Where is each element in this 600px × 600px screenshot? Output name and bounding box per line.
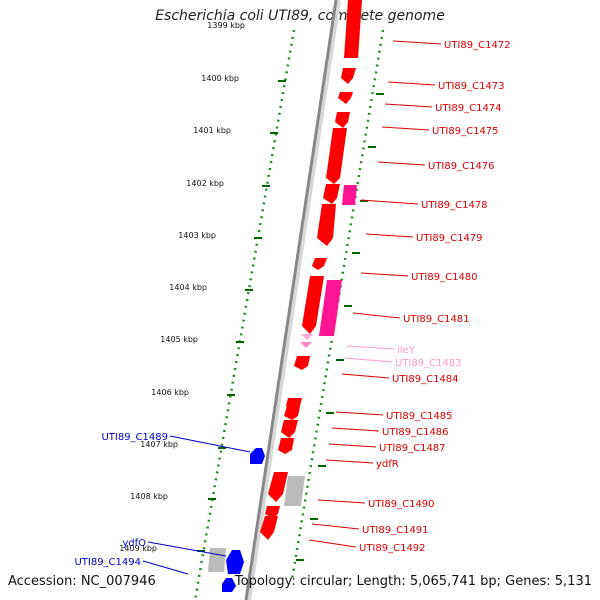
gene-label[interactable]: UTI89_C1492 bbox=[359, 543, 426, 554]
left-gene-labels: UTI89_C1489 ydfO UTI89_C1494 bbox=[74, 432, 251, 575]
leader-line bbox=[147, 541, 227, 557]
gene-label[interactable]: UTI89_C1481 bbox=[403, 314, 470, 325]
gene-label[interactable]: ydfR bbox=[376, 459, 399, 470]
gene-label[interactable]: UTI89_C1485 bbox=[386, 411, 453, 422]
pseudo-gene-1[interactable] bbox=[284, 476, 305, 506]
gene-label[interactable]: UTI89_C1486 bbox=[382, 427, 449, 438]
leader-line bbox=[308, 539, 357, 548]
tick-line-inner bbox=[193, 29, 296, 600]
leader-line bbox=[360, 272, 409, 277]
leader-line bbox=[344, 357, 393, 363]
gene-ydfO[interactable] bbox=[226, 550, 244, 574]
gene-label[interactable]: ydfO bbox=[122, 538, 146, 549]
accession-text: Accession: NC_007946 bbox=[8, 574, 156, 589]
gene-c1484[interactable] bbox=[294, 356, 310, 370]
gene-c1483[interactable] bbox=[300, 342, 312, 348]
tick-label: 1402 kbp bbox=[186, 179, 224, 188]
leader-line bbox=[169, 435, 251, 453]
leader-line bbox=[142, 560, 189, 575]
gene-c1474[interactable] bbox=[338, 92, 353, 104]
gene-c1475[interactable] bbox=[335, 112, 350, 128]
tick-label: 1401 kbp bbox=[193, 126, 231, 135]
tick-label: 1406 kbp bbox=[151, 388, 189, 397]
forward-genes bbox=[260, 0, 362, 540]
tick-label: 1400 kbp bbox=[201, 74, 239, 83]
leader-line bbox=[352, 312, 401, 319]
gene-label[interactable]: UTI89_C1476 bbox=[428, 161, 495, 172]
gene-c1476[interactable] bbox=[326, 128, 347, 184]
gene-label[interactable]: UTI89_C1480 bbox=[411, 272, 478, 283]
leader-line bbox=[325, 459, 374, 464]
gene-label[interactable]: UTI89_C1474 bbox=[435, 103, 502, 114]
gene-c1481b[interactable] bbox=[319, 280, 342, 336]
tick-label: 1407 kbp bbox=[140, 440, 178, 449]
gene-c1490[interactable] bbox=[268, 472, 288, 502]
leader-line bbox=[377, 161, 426, 166]
gene-ileY[interactable] bbox=[301, 334, 313, 340]
gene-label[interactable]: UTI89_C1484 bbox=[392, 374, 459, 385]
gene-c1478[interactable] bbox=[323, 184, 340, 204]
leader-line bbox=[387, 81, 436, 86]
leader-line bbox=[335, 411, 384, 416]
gene-label[interactable]: ileY bbox=[397, 345, 416, 356]
gene-c1478b[interactable] bbox=[342, 185, 357, 205]
gene-label[interactable]: UTI89_C1478 bbox=[421, 200, 488, 211]
gene-label[interactable]: UTI89_C1479 bbox=[416, 233, 483, 244]
kbp-ticks: 1399 kbp 1400 kbp 1401 kbp 1402 kbp 1403 kbp… bbox=[119, 21, 384, 561]
tick-label: 1404 kbp bbox=[169, 283, 207, 292]
gene-c1492[interactable] bbox=[260, 516, 278, 540]
tick-label: 1399 kbp bbox=[207, 21, 245, 30]
gene-c1486[interactable] bbox=[284, 406, 300, 420]
gene-label[interactable]: UTI89_C1473 bbox=[438, 81, 505, 92]
leader-line bbox=[328, 443, 377, 448]
tick-line-outer bbox=[290, 29, 385, 581]
gene-label[interactable]: UTI89_C1491 bbox=[362, 525, 429, 536]
leader-line bbox=[317, 499, 366, 504]
pseudo-gene-2[interactable] bbox=[208, 548, 226, 572]
map-title: Escherichia coli UTI89, complete genome bbox=[155, 8, 445, 24]
leader-line bbox=[381, 126, 430, 131]
gene-c1479[interactable] bbox=[317, 204, 336, 246]
gene-label[interactable]: UTI89_C1487 bbox=[379, 443, 446, 454]
leader-line bbox=[331, 427, 380, 432]
backbone bbox=[244, 0, 341, 600]
gene-c1487[interactable] bbox=[281, 420, 298, 438]
gene-label[interactable]: UTI89_C1475 bbox=[432, 126, 499, 137]
leader-line bbox=[341, 373, 390, 379]
gene-c1473[interactable] bbox=[341, 68, 356, 84]
reverse-genes bbox=[222, 448, 265, 592]
gene-c1491[interactable] bbox=[265, 506, 280, 518]
gene-label[interactable]: UTI89_C1490 bbox=[368, 499, 435, 510]
gene-label[interactable]: UTI89_C1489 bbox=[101, 432, 168, 443]
gene-c1481[interactable] bbox=[302, 276, 324, 334]
leader-line bbox=[346, 345, 395, 350]
right-gene-labels: UTI89_C1472 UTI89_C1473 UTI89_C1474 UTI89_C… bbox=[308, 40, 511, 554]
gene-c1494[interactable] bbox=[222, 578, 236, 592]
tick-label: 1408 kbp bbox=[130, 492, 168, 501]
topology-text: Topology: circular; Length: 5,065,741 bp… bbox=[234, 574, 592, 589]
leader-line bbox=[360, 199, 419, 205]
leader-line bbox=[392, 40, 442, 45]
leader-line bbox=[365, 233, 414, 238]
rna-genes bbox=[300, 334, 313, 348]
tick-label: 1403 kbp bbox=[178, 231, 216, 240]
gene-c1472[interactable] bbox=[344, 0, 362, 58]
gene-c1480[interactable] bbox=[312, 258, 327, 270]
gene-c1487b[interactable] bbox=[278, 438, 294, 454]
tick-label: 1409 kbp bbox=[119, 544, 157, 553]
tick-label: 1405 kbp bbox=[160, 335, 198, 344]
gene-c1489[interactable] bbox=[250, 448, 265, 464]
gene-label[interactable]: UTI89_C1494 bbox=[74, 557, 141, 568]
leader-line bbox=[384, 103, 433, 108]
leader-line bbox=[311, 523, 360, 530]
gene-label[interactable]: UTI89_C1472 bbox=[444, 40, 511, 51]
gene-label[interactable]: UTI89_C1483 bbox=[395, 358, 462, 369]
